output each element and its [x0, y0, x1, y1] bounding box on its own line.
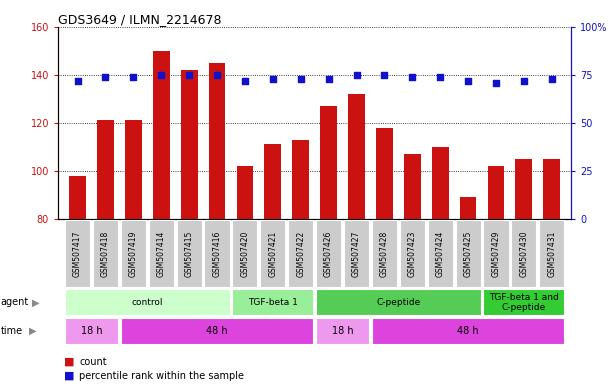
Bar — [153, 51, 170, 384]
Bar — [97, 121, 114, 384]
Text: 18 h: 18 h — [81, 326, 102, 336]
Bar — [456, 220, 481, 286]
Text: GSM507419: GSM507419 — [129, 230, 138, 276]
Text: GSM507428: GSM507428 — [380, 230, 389, 276]
Point — [547, 76, 557, 82]
Bar — [65, 220, 90, 286]
Point — [351, 72, 361, 78]
Text: GSM507430: GSM507430 — [519, 230, 529, 277]
Bar — [428, 220, 453, 286]
Bar — [121, 220, 146, 286]
Bar — [181, 70, 197, 384]
Point — [324, 76, 334, 82]
Point — [296, 76, 306, 82]
Bar — [516, 159, 532, 384]
Bar — [236, 166, 254, 384]
Text: GSM507427: GSM507427 — [352, 230, 361, 276]
Point — [268, 76, 278, 82]
Text: ▶: ▶ — [32, 297, 39, 308]
Text: GSM507425: GSM507425 — [464, 230, 472, 276]
Bar — [265, 144, 281, 384]
Bar — [372, 318, 565, 344]
Bar — [260, 220, 285, 286]
Bar — [376, 127, 393, 384]
Point — [435, 74, 445, 80]
Bar — [316, 220, 341, 286]
Bar — [404, 154, 420, 384]
Bar — [209, 63, 225, 384]
Bar — [348, 94, 365, 384]
Point — [240, 78, 250, 84]
Text: GSM507417: GSM507417 — [73, 230, 82, 276]
Bar — [344, 220, 369, 286]
Bar — [121, 318, 313, 344]
Text: ■: ■ — [64, 357, 75, 367]
Text: GSM507416: GSM507416 — [213, 230, 222, 276]
Bar — [543, 159, 560, 384]
Bar — [372, 220, 397, 286]
Text: 48 h: 48 h — [457, 326, 479, 336]
Text: GSM507424: GSM507424 — [436, 230, 445, 276]
Point — [101, 74, 111, 80]
Bar — [483, 220, 508, 286]
Bar — [232, 290, 313, 315]
Text: count: count — [79, 357, 107, 367]
Text: TGF-beta 1 and
C-peptide: TGF-beta 1 and C-peptide — [489, 293, 558, 312]
Text: GSM507423: GSM507423 — [408, 230, 417, 276]
Text: GSM507418: GSM507418 — [101, 230, 110, 276]
Bar — [483, 290, 565, 315]
Bar — [177, 220, 202, 286]
Bar — [148, 220, 174, 286]
Text: time: time — [1, 326, 23, 336]
Bar — [511, 220, 536, 286]
Point — [379, 72, 389, 78]
Text: GSM507421: GSM507421 — [268, 230, 277, 276]
Point — [408, 74, 417, 80]
Bar — [232, 220, 257, 286]
Text: C-peptide: C-peptide — [376, 298, 420, 307]
Bar — [320, 106, 337, 384]
Point — [212, 72, 222, 78]
Text: 18 h: 18 h — [332, 326, 353, 336]
Bar — [69, 175, 86, 384]
Bar — [540, 220, 565, 286]
Point — [73, 78, 82, 84]
Bar — [488, 166, 504, 384]
Point — [519, 78, 529, 84]
Text: GSM507429: GSM507429 — [491, 230, 500, 276]
Text: GSM507422: GSM507422 — [296, 230, 306, 276]
Bar — [65, 318, 118, 344]
Bar — [205, 220, 230, 286]
Point — [491, 79, 501, 86]
Point — [463, 78, 473, 84]
Bar — [316, 318, 369, 344]
Text: agent: agent — [1, 297, 29, 308]
Bar — [93, 220, 118, 286]
Text: control: control — [131, 298, 163, 307]
Text: GDS3649 / ILMN_2214678: GDS3649 / ILMN_2214678 — [58, 13, 222, 26]
Text: GSM507420: GSM507420 — [241, 230, 249, 276]
Bar — [432, 147, 448, 384]
Point — [156, 72, 166, 78]
Text: GSM507414: GSM507414 — [157, 230, 166, 276]
Bar — [316, 290, 481, 315]
Point — [128, 74, 138, 80]
Bar — [400, 220, 425, 286]
Point — [185, 72, 194, 78]
Text: GSM507431: GSM507431 — [547, 230, 556, 276]
Text: GSM507426: GSM507426 — [324, 230, 333, 276]
Text: GSM507415: GSM507415 — [185, 230, 194, 276]
Bar — [292, 140, 309, 384]
Bar — [65, 290, 230, 315]
Bar — [459, 197, 477, 384]
Bar — [288, 220, 313, 286]
Text: ■: ■ — [64, 371, 75, 381]
Text: TGF-beta 1: TGF-beta 1 — [248, 298, 298, 307]
Text: 48 h: 48 h — [207, 326, 228, 336]
Text: ▶: ▶ — [29, 326, 37, 336]
Bar — [125, 121, 142, 384]
Text: percentile rank within the sample: percentile rank within the sample — [79, 371, 244, 381]
